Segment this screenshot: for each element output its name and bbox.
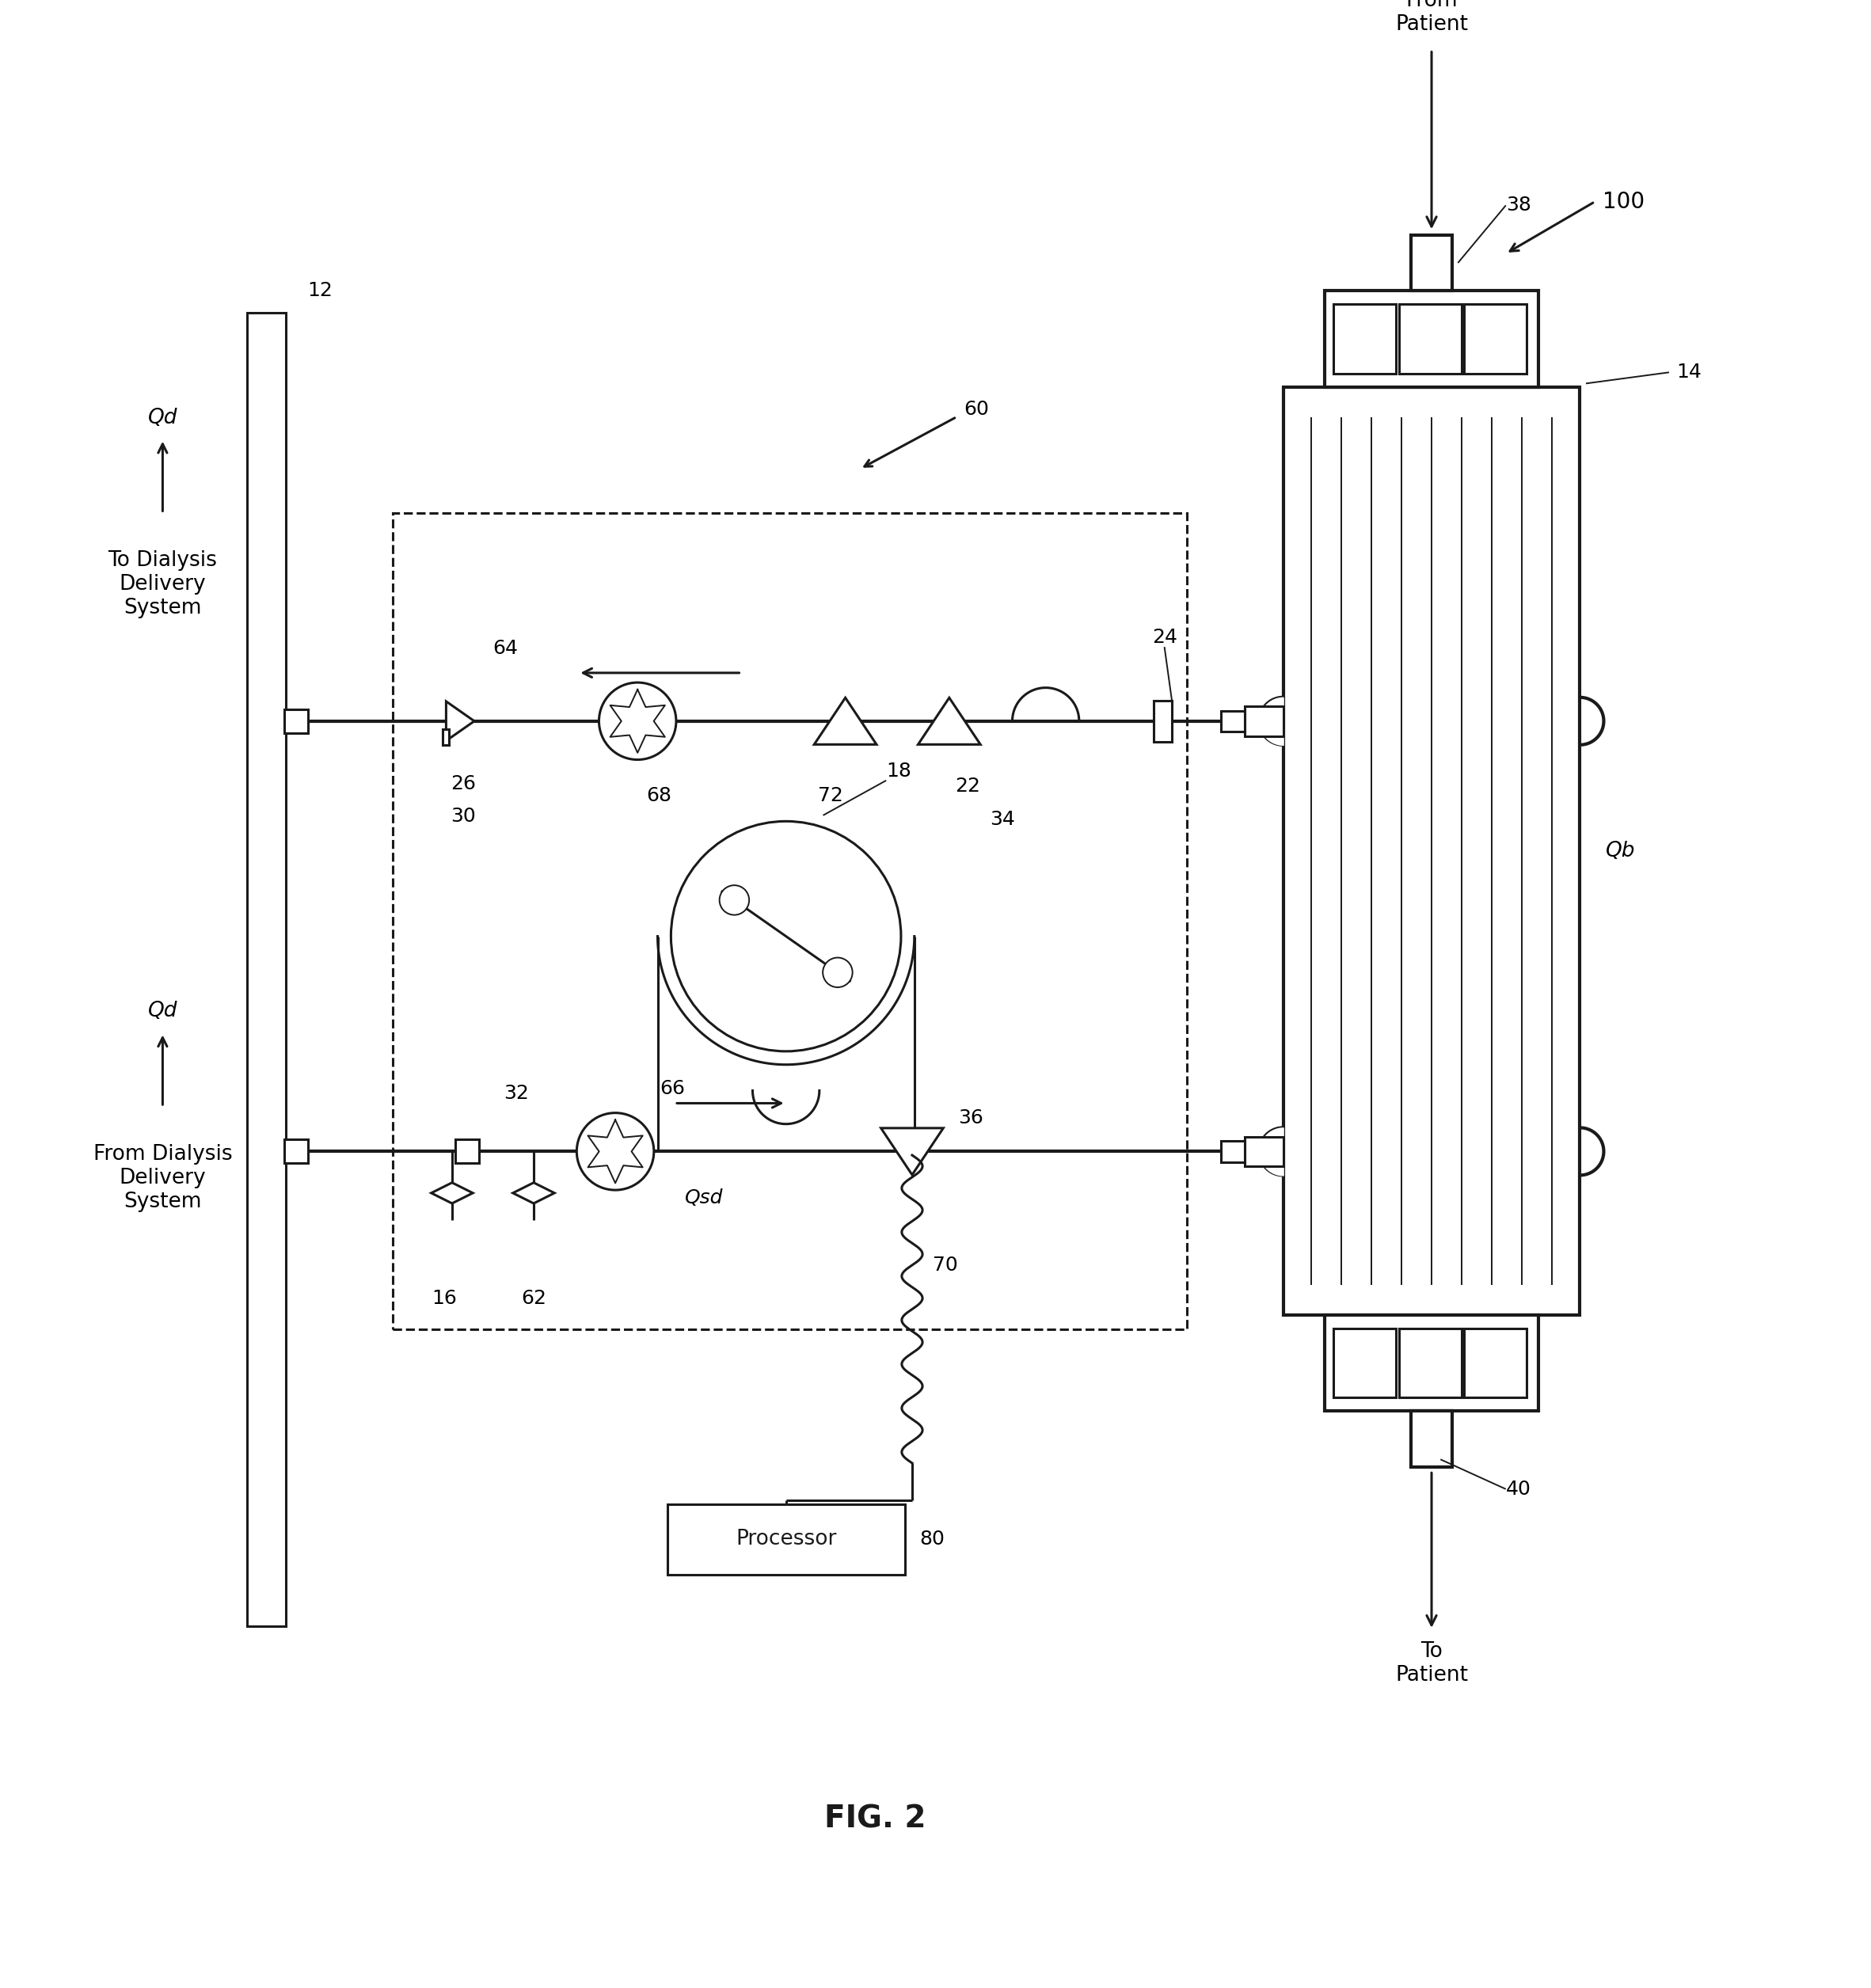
Text: 12: 12 xyxy=(307,280,333,300)
Bar xyxy=(1411,235,1452,290)
Text: 72: 72 xyxy=(818,787,844,805)
Circle shape xyxy=(720,885,748,914)
Text: 26: 26 xyxy=(451,775,475,793)
Bar xyxy=(1463,1328,1527,1398)
Text: 24: 24 xyxy=(1153,628,1177,646)
Bar xyxy=(1284,388,1579,1314)
Bar xyxy=(442,730,449,746)
Circle shape xyxy=(599,682,675,759)
Bar xyxy=(1325,290,1538,388)
Text: From Dialysis
Delivery
System: From Dialysis Delivery System xyxy=(94,1143,232,1213)
Circle shape xyxy=(672,821,902,1052)
Bar xyxy=(1334,304,1396,374)
Bar xyxy=(1244,1137,1284,1167)
Text: Qsd: Qsd xyxy=(685,1189,724,1207)
Bar xyxy=(1400,304,1461,374)
Bar xyxy=(1153,700,1171,742)
Text: 22: 22 xyxy=(956,777,980,795)
Bar xyxy=(1411,1411,1452,1467)
Bar xyxy=(1220,1141,1244,1161)
Bar xyxy=(284,1139,309,1163)
Polygon shape xyxy=(814,698,876,744)
Text: Qd: Qd xyxy=(148,408,178,427)
Text: 100: 100 xyxy=(1602,191,1645,213)
Text: 30: 30 xyxy=(451,807,475,825)
Bar xyxy=(455,1139,479,1163)
Text: FIG. 2: FIG. 2 xyxy=(823,1805,926,1835)
Text: Qd: Qd xyxy=(148,1002,178,1022)
Circle shape xyxy=(823,958,853,988)
Polygon shape xyxy=(430,1183,473,1203)
Bar xyxy=(1325,1314,1538,1411)
Bar xyxy=(1463,304,1527,374)
Bar xyxy=(247,312,286,1626)
Bar xyxy=(284,710,309,734)
Bar xyxy=(1220,710,1244,732)
Text: 60: 60 xyxy=(964,400,990,419)
Text: 18: 18 xyxy=(887,761,911,781)
Bar xyxy=(1400,1328,1461,1398)
Bar xyxy=(668,1503,906,1574)
Text: 38: 38 xyxy=(1506,197,1530,215)
Bar xyxy=(1244,706,1284,736)
Text: 16: 16 xyxy=(432,1288,457,1308)
Polygon shape xyxy=(919,698,980,744)
Polygon shape xyxy=(445,702,475,742)
Text: 66: 66 xyxy=(660,1079,685,1097)
Text: 64: 64 xyxy=(492,638,518,658)
Text: Processor: Processor xyxy=(735,1529,836,1549)
Bar xyxy=(393,513,1186,1330)
Text: Qb: Qb xyxy=(1605,841,1635,861)
Text: To
Patient: To Patient xyxy=(1396,1642,1469,1686)
Bar xyxy=(1334,1328,1396,1398)
Text: 68: 68 xyxy=(647,787,672,805)
Text: 14: 14 xyxy=(1676,364,1703,382)
Text: 40: 40 xyxy=(1506,1479,1530,1499)
Text: 34: 34 xyxy=(990,811,1016,829)
Text: 80: 80 xyxy=(919,1529,945,1549)
Text: To Dialysis
Delivery
System: To Dialysis Delivery System xyxy=(109,551,217,618)
Polygon shape xyxy=(881,1127,943,1175)
Text: 70: 70 xyxy=(934,1254,958,1274)
Circle shape xyxy=(576,1113,653,1191)
Polygon shape xyxy=(513,1183,554,1203)
Text: 32: 32 xyxy=(503,1083,529,1103)
Text: From
Patient: From Patient xyxy=(1396,0,1469,34)
Text: 62: 62 xyxy=(520,1288,546,1308)
Text: 36: 36 xyxy=(958,1109,984,1127)
